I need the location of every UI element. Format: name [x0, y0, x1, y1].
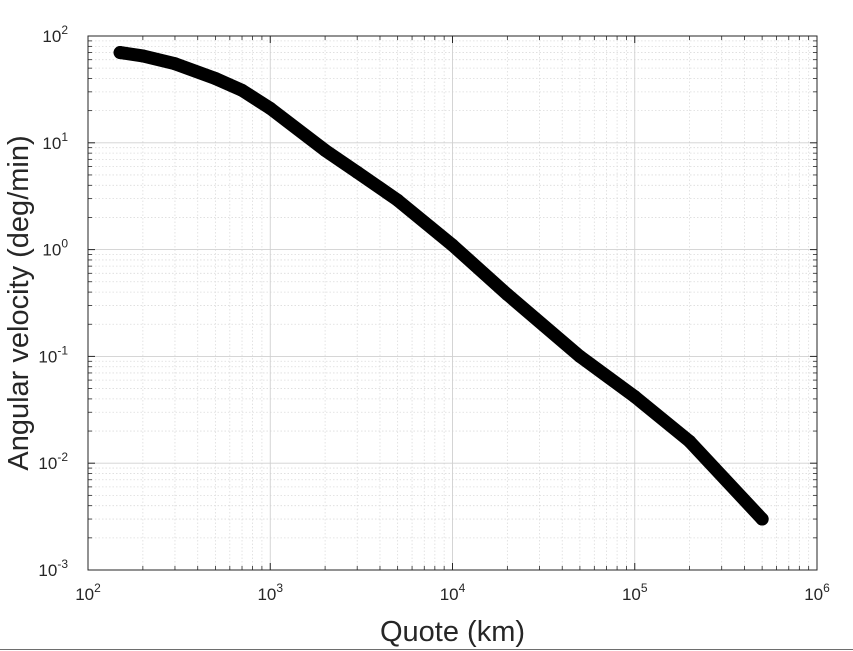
data-point — [683, 434, 697, 448]
series-layer — [113, 46, 769, 526]
y-tick-label: 10-3 — [38, 557, 68, 580]
data-point — [318, 143, 332, 157]
data-point — [628, 390, 642, 404]
x-tick-labels: 102 103 104 105 106 — [75, 581, 830, 604]
data-point — [500, 287, 514, 301]
data-point — [391, 193, 405, 207]
y-tick-label: 101 — [42, 130, 68, 153]
x-axis-label: Quote (km) — [380, 616, 525, 648]
y-tick-label: 102 — [42, 23, 68, 46]
data-point — [235, 83, 249, 97]
data-point — [263, 101, 277, 115]
x-tick-label: 104 — [440, 581, 466, 604]
y-tick-labels: 10-3 10-2 10-1 100 101 102 — [38, 23, 68, 580]
x-tick-label: 103 — [257, 581, 283, 604]
y-tick-label: 100 — [42, 237, 68, 260]
tick-marks — [87, 35, 818, 571]
data-point — [446, 238, 459, 252]
data-point — [755, 512, 769, 526]
data-point — [113, 46, 127, 60]
data-point — [168, 57, 182, 71]
x-tick-label: 106 — [804, 581, 830, 604]
y-axis-label: Angular velocity (deg/min) — [3, 135, 35, 470]
x-tick-label: 105 — [622, 581, 648, 604]
data-point — [208, 71, 222, 85]
y-tick-label: 10-1 — [38, 343, 68, 366]
data-point — [136, 49, 150, 63]
data-point — [573, 349, 587, 363]
x-tick-label: 102 — [75, 581, 101, 604]
data-point — [350, 165, 364, 179]
y-tick-label: 10-2 — [38, 450, 68, 473]
